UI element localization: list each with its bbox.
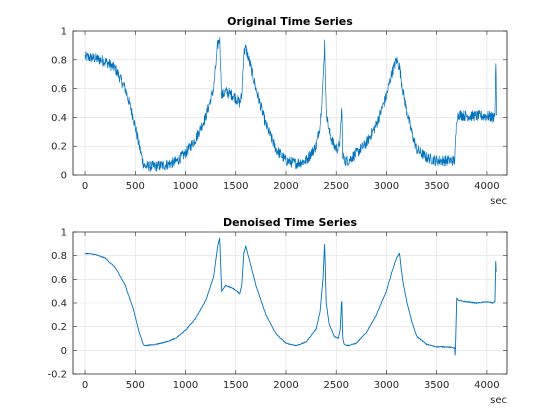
original-series-title: Original Time Series bbox=[227, 15, 353, 28]
original-series-axes: 0 500 1000 1500 2000 2500 3000 3500 4000 0 0.2 0.4 0… bbox=[51, 15, 508, 207]
original-series-line bbox=[84, 37, 497, 172]
x-tick-label: 0 bbox=[82, 380, 88, 391]
x-tick-label: 3000 bbox=[374, 181, 399, 192]
x-tick-label: 2500 bbox=[323, 181, 348, 192]
y-tick-label: 0.8 bbox=[51, 251, 67, 262]
denoised-series-title: Denoised Time Series bbox=[223, 216, 358, 229]
y-tick-label: -0.2 bbox=[47, 370, 67, 381]
y-tick-label: 0.2 bbox=[51, 142, 67, 153]
y-tick-label: 0.2 bbox=[51, 322, 67, 333]
y-tick-label: 0.6 bbox=[51, 275, 67, 286]
y-tick-label: 0 bbox=[61, 346, 67, 357]
x-tick-label: 4000 bbox=[474, 380, 499, 391]
x-tick-label: 3000 bbox=[374, 380, 399, 391]
y-tick-label: 0.8 bbox=[51, 55, 67, 66]
original-series-ticks: 0 500 1000 1500 2000 2500 3000 3500 4000 0 0.2 0.4 0… bbox=[51, 27, 507, 192]
x-tick-label: 2500 bbox=[323, 380, 348, 391]
y-tick-label: 0.4 bbox=[51, 299, 67, 310]
denoised-series-x-unit: sec bbox=[490, 395, 507, 406]
original-series-plot-area bbox=[72, 30, 508, 176]
y-tick-label: 0.6 bbox=[51, 84, 67, 95]
x-tick-label: 3500 bbox=[424, 181, 449, 192]
x-tick-label: 2000 bbox=[273, 380, 298, 391]
x-tick-label: 1500 bbox=[223, 380, 248, 391]
x-tick-label: 4000 bbox=[474, 181, 499, 192]
x-tick-label: 1000 bbox=[173, 380, 198, 391]
denoised-series-line bbox=[84, 237, 497, 356]
y-tick-label: 1 bbox=[61, 27, 67, 38]
x-tick-label: 0 bbox=[82, 181, 88, 192]
x-tick-label: 1000 bbox=[173, 181, 198, 192]
y-tick-label: 0.4 bbox=[51, 113, 67, 124]
x-tick-label: 500 bbox=[126, 380, 145, 391]
x-tick-label: 1500 bbox=[223, 181, 248, 192]
y-tick-label: 1 bbox=[61, 228, 67, 239]
x-tick-label: 500 bbox=[126, 181, 145, 192]
y-tick-label: 0 bbox=[61, 171, 67, 182]
denoised-series-ticks: 0 500 1000 1500 2000 2500 3000 3500 4000 -0.2 0 0.2… bbox=[47, 228, 507, 391]
original-series-frame bbox=[72, 30, 508, 176]
denoised-series-frame bbox=[72, 231, 508, 375]
x-tick-label: 3500 bbox=[424, 380, 449, 391]
x-tick-label: 2000 bbox=[273, 181, 298, 192]
original-series-x-unit: sec bbox=[490, 196, 507, 207]
denoised-series-axes: 0 500 1000 1500 2000 2500 3000 3500 4000 -0.2 0 0.2… bbox=[47, 216, 508, 406]
